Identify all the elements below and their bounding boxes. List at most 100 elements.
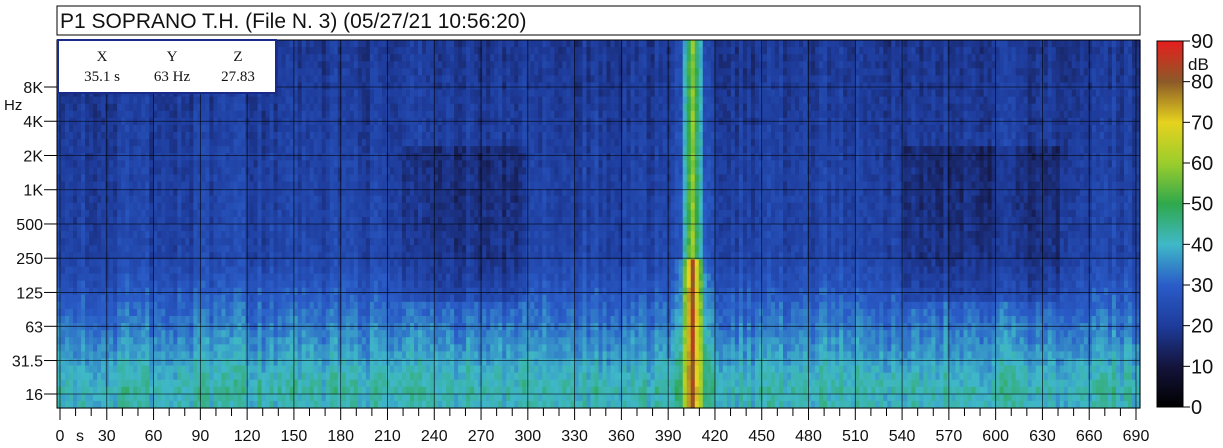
heatmap-cell	[221, 117, 227, 126]
heatmap-cell	[333, 167, 339, 176]
heatmap-cell	[333, 224, 339, 232]
heatmap-cell	[173, 188, 178, 197]
heatmap-cell	[157, 245, 162, 253]
heatmap-cell	[341, 167, 347, 176]
heatmap-cell	[305, 280, 311, 289]
heatmap-cell	[309, 337, 315, 345]
heatmap-cell	[77, 245, 82, 253]
heatmap-cell	[165, 337, 170, 345]
heatmap-cell	[157, 400, 162, 409]
heatmap-cell	[337, 294, 343, 303]
heatmap-cell	[229, 231, 235, 239]
heatmap-cell	[101, 195, 106, 204]
heatmap-cell	[438, 393, 443, 402]
heatmap-cell	[281, 153, 287, 161]
heatmap-cell	[333, 372, 339, 381]
heatmap-cell	[389, 40, 395, 48]
heatmap-cell	[365, 245, 371, 253]
heatmap-cell	[409, 379, 415, 388]
heatmap-cell	[225, 252, 231, 260]
heatmap-cell	[225, 393, 231, 402]
heatmap-cell	[389, 216, 395, 225]
heatmap-cell	[422, 259, 427, 268]
heatmap-cell	[141, 181, 146, 190]
heatmap-cell	[149, 372, 154, 381]
heatmap-cell	[125, 337, 130, 345]
heatmap-cell	[229, 386, 235, 395]
heatmap-cell	[57, 379, 62, 388]
heatmap-cell	[426, 160, 431, 168]
heatmap-cell	[61, 372, 66, 381]
heatmap-cell	[297, 337, 303, 345]
heatmap-cell	[385, 294, 391, 303]
heatmap-cell	[201, 323, 207, 331]
heatmap-cell	[261, 344, 267, 352]
heatmap-cell	[69, 259, 74, 268]
heatmap-cell	[117, 400, 122, 409]
heatmap-cell	[281, 146, 287, 154]
heatmap-cell	[105, 167, 110, 176]
heatmap-cell	[149, 174, 154, 183]
heatmap-cell	[69, 266, 74, 275]
heatmap-cell	[277, 330, 283, 338]
heatmap-cell	[277, 216, 283, 225]
heatmap-cell	[438, 174, 443, 183]
heatmap-cell	[149, 252, 154, 260]
heatmap-cell	[281, 202, 287, 211]
heatmap-cell	[189, 160, 194, 168]
heatmap-cell	[381, 188, 387, 197]
heatmap-cell	[365, 75, 371, 84]
heatmap-cell	[153, 337, 158, 345]
heatmap-cell	[305, 160, 311, 168]
heatmap-cell	[349, 301, 355, 310]
heatmap-cell	[113, 167, 118, 176]
heatmap-cell	[385, 61, 391, 69]
heatmap-cell	[434, 75, 439, 84]
heatmap-cell	[405, 181, 411, 190]
heatmap-cell	[434, 40, 439, 48]
heatmap-cell	[109, 330, 114, 338]
heatmap-cell	[361, 386, 367, 395]
heatmap-cell	[397, 167, 403, 176]
heatmap-cell	[73, 124, 78, 133]
heatmap-cell	[269, 153, 275, 161]
heatmap-cell	[329, 344, 335, 352]
heatmap-cell	[265, 372, 271, 381]
heatmap-cell	[389, 372, 395, 381]
heatmap-cell	[405, 188, 411, 197]
heatmap-cell	[418, 301, 423, 310]
heatmap-cell	[341, 280, 347, 289]
heatmap-cell	[361, 365, 367, 374]
heatmap-cell	[97, 188, 102, 197]
heatmap-cell	[349, 54, 355, 62]
heatmap-cell	[293, 47, 299, 55]
heatmap-cell	[185, 386, 190, 395]
heatmap-cell	[77, 103, 82, 112]
heatmap-cell	[401, 337, 407, 345]
heatmap-cell	[345, 174, 351, 183]
heatmap-cell	[377, 188, 383, 197]
heatmap-cell	[409, 54, 415, 62]
heatmap-cell	[422, 351, 427, 360]
heatmap-cell	[293, 195, 299, 204]
heatmap-cell	[297, 224, 303, 232]
heatmap-cell	[365, 252, 371, 260]
heatmap-cell	[281, 61, 287, 69]
heatmap-cell	[434, 103, 439, 112]
heatmap-cell	[201, 330, 207, 338]
heatmap-cell	[193, 209, 198, 218]
heatmap-cell	[418, 316, 423, 324]
heatmap-cell	[349, 287, 355, 296]
heatmap-cell	[277, 316, 283, 324]
heatmap-cell	[385, 103, 391, 112]
heatmap-cell	[325, 337, 331, 345]
heatmap-cell	[101, 117, 106, 126]
heatmap-cell	[357, 301, 363, 310]
heatmap-cell	[313, 54, 319, 62]
heatmap-cell	[201, 153, 207, 161]
heatmap-cell	[309, 89, 315, 98]
heatmap-cell	[401, 47, 407, 55]
heatmap-cell	[313, 386, 319, 395]
heatmap-cell	[73, 139, 78, 147]
heatmap-cell	[349, 365, 355, 374]
